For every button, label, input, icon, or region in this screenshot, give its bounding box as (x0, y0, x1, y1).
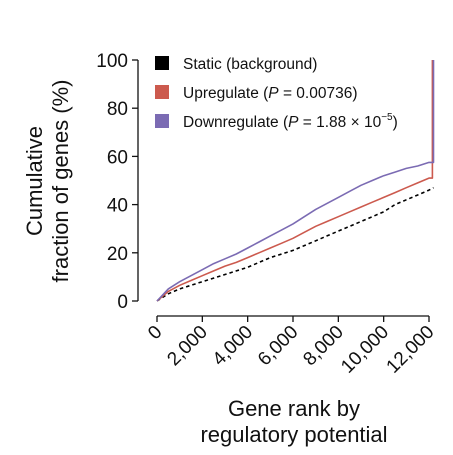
y-tick-label: 60 (107, 147, 128, 168)
x-tick-label: 12,000 (383, 322, 439, 378)
legend-label-up: Upregulate (P = 0.00736) (183, 85, 358, 102)
x-tick-label: 10,000 (337, 322, 393, 378)
series-line-static (156, 186, 434, 302)
legend-swatch-up (155, 85, 169, 99)
legend-label-static: Static (background) (183, 56, 317, 73)
legend-label-down: Downregulate (P = 1.88 × 10−5) (183, 112, 398, 131)
x-axis-title-line: Gene rank by (228, 396, 360, 421)
series-layer (156, 60, 435, 302)
x-tick-label: 4,000 (209, 322, 257, 370)
y-tick-label: 20 (107, 244, 128, 265)
legend-swatch-static (155, 56, 169, 70)
x-tick-label: 2,000 (163, 322, 211, 370)
series-line-up (156, 60, 434, 302)
y-axis-title-line: fraction of genes (%) (48, 80, 73, 283)
x-tick-label: 0 (144, 322, 166, 344)
y-tick-label: 100 (96, 51, 128, 72)
y-axis-title-line: Cumulative (22, 126, 47, 236)
legend: Static (background) Upregulate (P = 0.007… (155, 56, 398, 131)
series-line-down (156, 60, 435, 302)
axis-titles: Cumulative fraction of genes (%) Gene rank… (22, 80, 388, 447)
x-tick-label: 6,000 (254, 322, 302, 370)
y-tick-label: 80 (107, 99, 128, 120)
legend-swatch-down (155, 114, 169, 128)
y-tick-label: 0 (117, 292, 128, 313)
x-axis-title-line: regulatory potential (200, 422, 387, 447)
y-tick-label: 40 (107, 196, 128, 217)
